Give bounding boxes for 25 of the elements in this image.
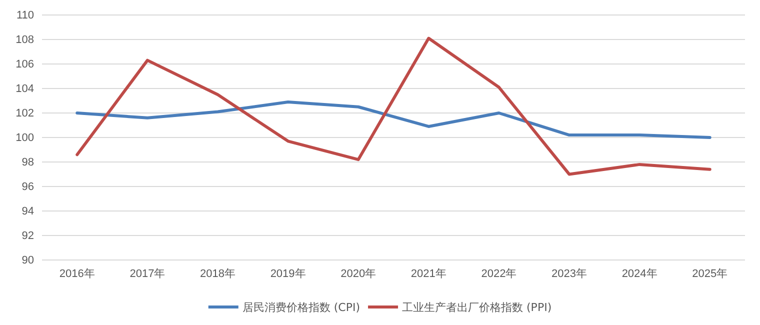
legend-label: 工业生产者出厂价格指数 (PPI) (402, 301, 552, 314)
y-tick-label: 104 (16, 83, 34, 96)
x-tick-label: 2019年 (270, 268, 306, 280)
x-tick-label: 2023年 (552, 268, 587, 280)
y-tick-label: 108 (16, 34, 34, 46)
x-tick-label: 2024年 (622, 268, 658, 280)
y-tick-label: 94 (22, 206, 34, 218)
y-tick-label: 106 (16, 58, 34, 71)
y-tick-label: 90 (22, 254, 34, 267)
x-tick-label: 2016年 (59, 268, 95, 280)
y-tick-label: 100 (16, 132, 34, 144)
y-tick-label: 92 (22, 230, 34, 242)
x-tick-label: 2021年 (410, 268, 446, 280)
x-tick-label: 2018年 (200, 268, 236, 280)
x-tick-label: 2022年 (481, 268, 517, 280)
y-tick-label: 98 (22, 156, 34, 169)
x-tick-label: 2017年 (130, 268, 166, 280)
x-tick-label: 2025年 (692, 268, 728, 280)
line-series (76, 36, 712, 176)
y-tick-label: 102 (16, 108, 34, 120)
line-series (76, 100, 712, 139)
legend-label: 居民消费价格指数 (CPI) (242, 301, 360, 314)
y-tick-label: 110 (16, 10, 34, 22)
x-tick-label: 2020年 (340, 268, 376, 280)
y-tick-label: 96 (22, 181, 34, 194)
